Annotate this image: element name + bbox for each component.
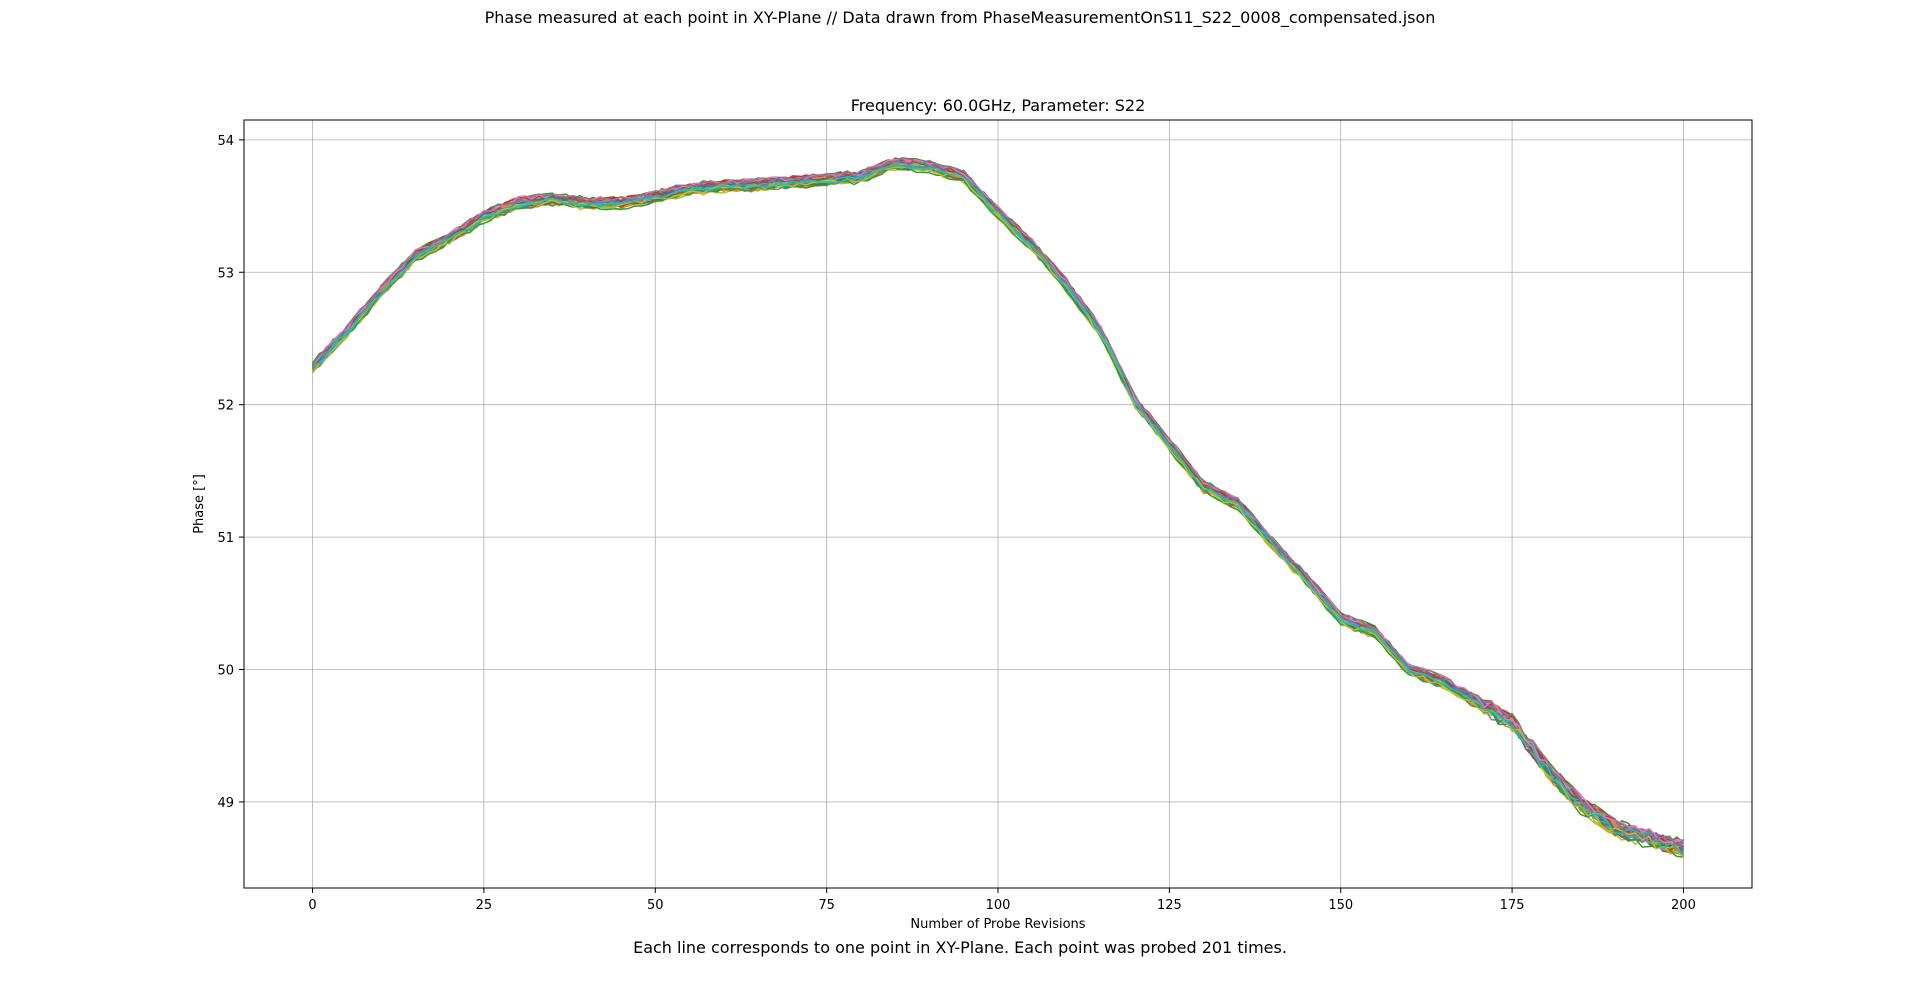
y-tick-label: 52 — [217, 399, 234, 414]
series-line — [312, 164, 1685, 856]
x-tick-label: 75 — [818, 898, 835, 913]
x-axis-label: Number of Probe Revisions — [910, 917, 1085, 932]
series-lines — [311, 157, 1685, 858]
chart-title: Frequency: 60.0GHz, Parameter: S22 — [851, 96, 1146, 115]
series-line — [311, 166, 1685, 858]
y-axis-ticks: 49 50 51 52 53 54 — [217, 134, 244, 811]
x-tick-label: 0 — [308, 898, 316, 913]
x-tick-label: 50 — [647, 898, 664, 913]
y-tick-label: 54 — [217, 134, 234, 149]
figure-suptitle: Phase measured at each point in XY-Plane… — [484, 8, 1436, 27]
x-tick-label: 200 — [1671, 898, 1696, 913]
y-axis-label: Phase [°] — [192, 474, 207, 534]
x-tick-label: 150 — [1328, 898, 1353, 913]
series-line — [311, 157, 1684, 847]
y-tick-label: 53 — [217, 266, 234, 281]
x-tick-label: 100 — [986, 898, 1011, 913]
y-tick-label: 49 — [217, 796, 234, 811]
grid — [244, 120, 1752, 888]
x-axis-ticks: 0 25 50 75 100 125 150 175 200 — [308, 888, 1696, 913]
x-tick-label: 25 — [476, 898, 493, 913]
figure-caption: Each line corresponds to one point in XY… — [633, 938, 1287, 957]
x-tick-label: 175 — [1500, 898, 1525, 913]
y-tick-label: 50 — [217, 664, 234, 679]
y-tick-label: 51 — [217, 531, 234, 546]
x-tick-label: 125 — [1157, 898, 1182, 913]
